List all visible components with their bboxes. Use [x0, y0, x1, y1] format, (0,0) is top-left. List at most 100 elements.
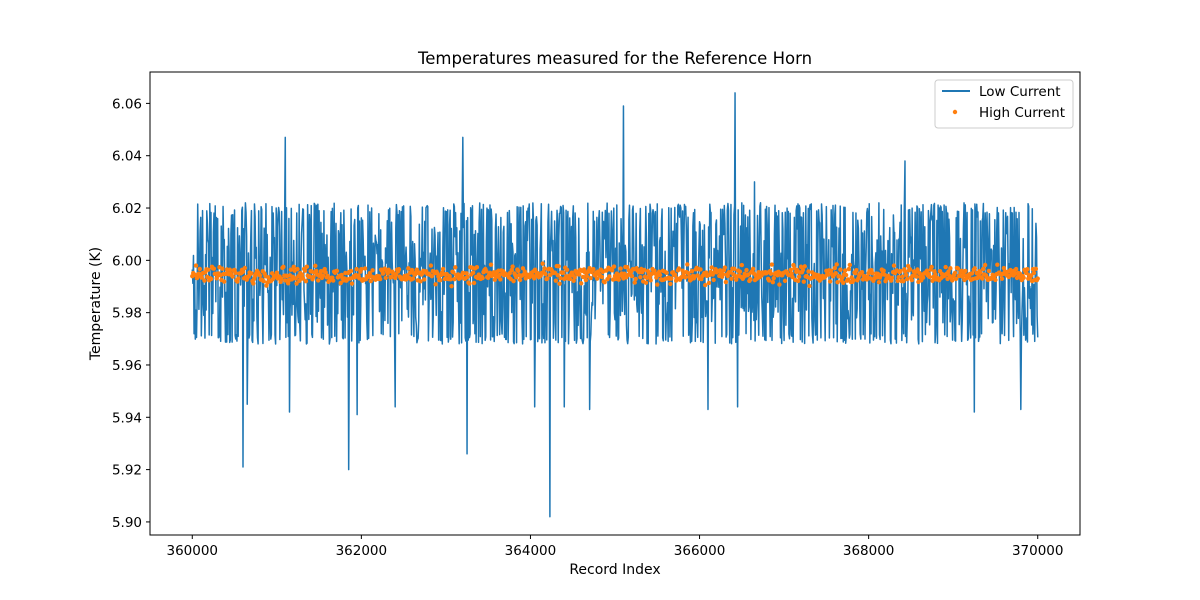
high-current-point [720, 272, 726, 277]
high-current-point [572, 275, 577, 280]
high-current-point [953, 276, 959, 282]
high-current-point [655, 282, 660, 287]
high-current-point [845, 277, 851, 282]
y-tick-label: 5.96 [112, 358, 142, 374]
high-current-point [1021, 275, 1026, 281]
high-current-point [295, 266, 300, 272]
high-current-point [739, 262, 745, 268]
high-current-point [609, 268, 615, 273]
high-current-point [800, 267, 806, 273]
high-current-point [410, 276, 416, 281]
high-current-point [470, 270, 476, 275]
high-current-point [339, 272, 344, 278]
high-current-point [1001, 265, 1007, 271]
high-current-point [380, 271, 386, 276]
high-current-point [832, 265, 838, 271]
high-current-point [698, 267, 703, 272]
high-current-point [288, 267, 294, 272]
high-current-point [835, 280, 840, 285]
high-current-point [950, 278, 955, 283]
high-current-point [523, 276, 528, 281]
high-current-point [313, 263, 318, 268]
high-current-point [859, 269, 865, 275]
y-tick-label: 5.94 [112, 410, 142, 426]
high-current-point [706, 280, 712, 286]
high-current-point [750, 266, 756, 272]
high-current-point [194, 275, 200, 281]
high-current-point [480, 275, 485, 281]
high-current-point [283, 278, 288, 283]
high-current-point [580, 274, 586, 280]
high-current-point [771, 275, 776, 281]
high-current-point [796, 274, 802, 279]
high-current-point [686, 270, 691, 276]
x-tick-label: 364000 [505, 543, 557, 559]
high-current-point [638, 275, 643, 280]
high-current-point [464, 271, 469, 276]
high-current-point [669, 276, 674, 281]
high-current-point [915, 267, 920, 272]
high-current-point [300, 276, 306, 281]
high-current-point [725, 273, 730, 279]
high-current-point [622, 271, 627, 276]
high-current-point [843, 272, 849, 278]
high-current-point [578, 281, 584, 286]
high-current-point [334, 268, 340, 274]
high-current-point [920, 275, 926, 280]
high-current-point [711, 277, 716, 283]
high-current-point [545, 276, 550, 281]
high-current-point [406, 266, 411, 271]
high-current-point [594, 276, 600, 281]
x-tick-label: 366000 [674, 543, 726, 559]
high-current-point [826, 272, 831, 277]
high-current-point [685, 262, 690, 267]
high-current-point [307, 274, 312, 279]
high-current-point [927, 274, 932, 280]
high-current-point [834, 262, 839, 267]
high-current-point [854, 267, 859, 273]
high-current-point [449, 283, 454, 289]
y-tick-label: 6.02 [112, 201, 142, 217]
high-current-point [905, 263, 911, 269]
high-current-point [616, 277, 621, 282]
high-current-point [986, 268, 992, 274]
high-current-point [433, 282, 438, 287]
high-current-point [789, 271, 794, 276]
high-current-point [294, 281, 299, 286]
high-current-point [564, 267, 570, 273]
high-current-point [795, 278, 801, 284]
high-current-point [618, 266, 623, 271]
high-current-point [304, 264, 310, 269]
high-current-point [383, 275, 388, 281]
high-current-point [302, 268, 308, 273]
high-current-point [889, 275, 895, 281]
high-current-point [960, 274, 965, 279]
high-current-point [452, 276, 457, 282]
high-current-point [311, 274, 316, 280]
high-current-point [676, 266, 682, 271]
high-current-point [240, 269, 246, 275]
y-tick-label: 5.90 [112, 515, 142, 531]
high-current-point [199, 275, 204, 280]
high-current-point [643, 280, 649, 285]
high-current-point [451, 270, 456, 275]
high-current-point [907, 267, 913, 272]
high-current-point [732, 266, 737, 272]
high-current-point [354, 266, 359, 272]
high-current-point [220, 266, 225, 271]
high-current-point [806, 269, 811, 274]
high-current-point [555, 272, 560, 278]
high-current-point [657, 272, 663, 278]
high-current-point [668, 281, 673, 287]
high-current-point [428, 263, 434, 268]
high-current-point [802, 264, 807, 269]
high-current-point [370, 268, 375, 273]
high-current-point [393, 272, 399, 277]
high-current-point [672, 272, 678, 277]
high-current-point [838, 267, 843, 272]
high-current-point [257, 273, 263, 278]
high-current-point [1033, 266, 1039, 272]
high-current-point [995, 262, 1000, 267]
high-current-point [981, 266, 986, 272]
high-current-point [801, 279, 807, 284]
